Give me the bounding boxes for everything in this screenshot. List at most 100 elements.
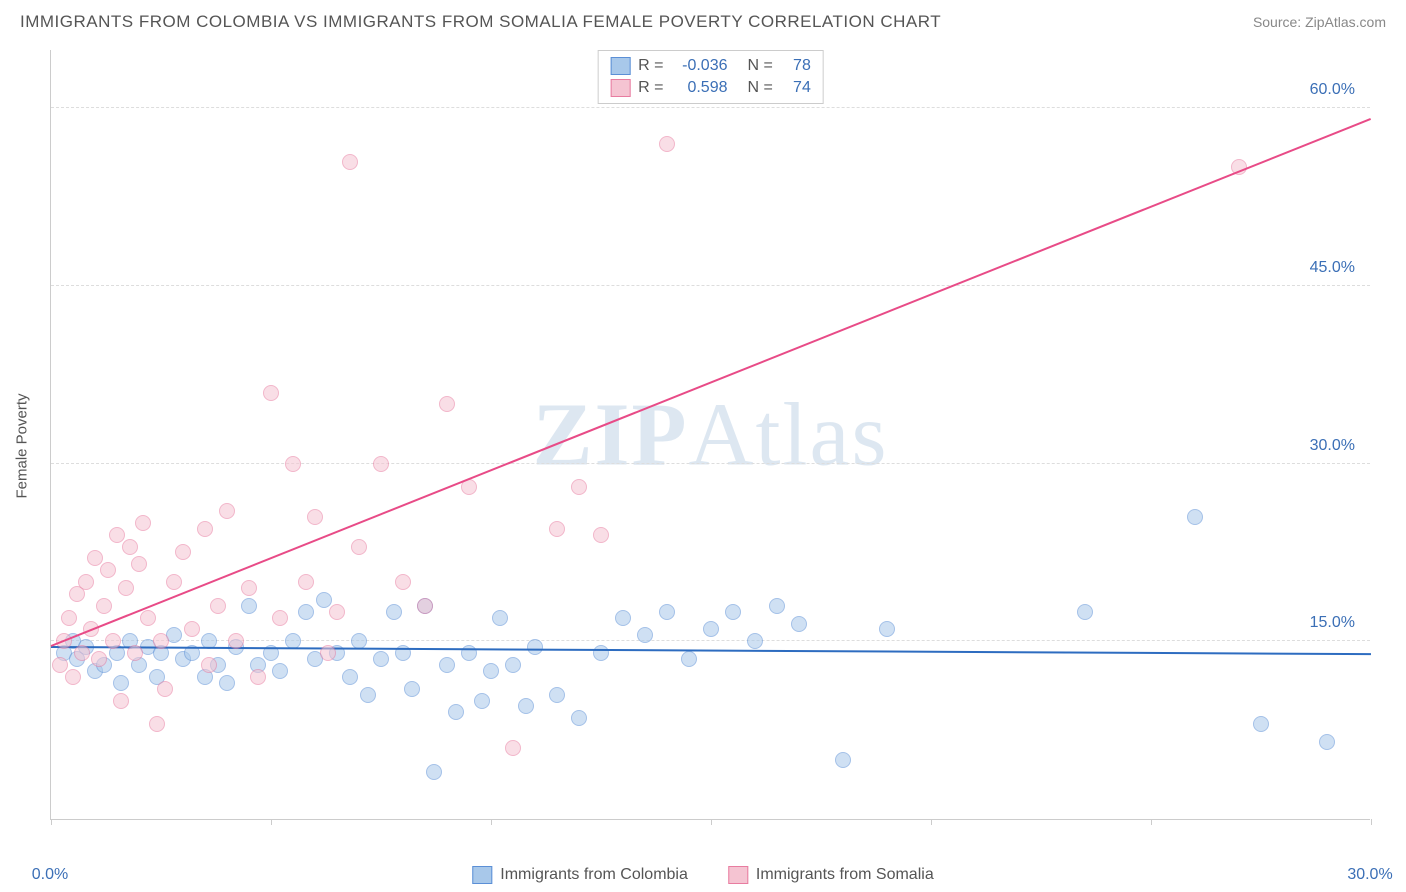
data-point bbox=[360, 687, 376, 703]
data-point bbox=[109, 527, 125, 543]
data-point bbox=[105, 633, 121, 649]
chart-plot-area: ZIPAtlas R =-0.036N =78R =0.598N =74 15.… bbox=[50, 50, 1370, 820]
data-point bbox=[1187, 509, 1203, 525]
data-point bbox=[879, 621, 895, 637]
trendline bbox=[51, 118, 1372, 647]
legend-r-label: R = bbox=[638, 57, 663, 75]
data-point bbox=[593, 645, 609, 661]
y-axis-label: Female Poverty bbox=[14, 393, 31, 498]
legend-stats-box: R =-0.036N =78R =0.598N =74 bbox=[597, 50, 824, 104]
legend-swatch bbox=[610, 79, 630, 97]
x-tick bbox=[271, 819, 272, 825]
gridline bbox=[51, 463, 1370, 464]
data-point bbox=[241, 598, 257, 614]
x-tick-label: 0.0% bbox=[32, 866, 68, 884]
data-point bbox=[373, 651, 389, 667]
data-point bbox=[404, 681, 420, 697]
y-tick-label: 30.0% bbox=[1310, 437, 1355, 455]
data-point bbox=[351, 539, 367, 555]
y-tick-label: 15.0% bbox=[1310, 614, 1355, 632]
data-point bbox=[241, 580, 257, 596]
data-point bbox=[571, 479, 587, 495]
data-point bbox=[65, 669, 81, 685]
data-point bbox=[593, 527, 609, 543]
data-point bbox=[791, 616, 807, 632]
data-point bbox=[118, 580, 134, 596]
data-point bbox=[320, 645, 336, 661]
data-point bbox=[263, 385, 279, 401]
data-point bbox=[122, 539, 138, 555]
data-point bbox=[448, 704, 464, 720]
legend-r-label: R = bbox=[638, 79, 663, 97]
data-point bbox=[113, 693, 129, 709]
data-point bbox=[250, 669, 266, 685]
data-point bbox=[426, 764, 442, 780]
data-point bbox=[417, 598, 433, 614]
data-point bbox=[1077, 604, 1093, 620]
chart-header: IMMIGRANTS FROM COLOMBIA VS IMMIGRANTS F… bbox=[0, 0, 1406, 40]
data-point bbox=[157, 681, 173, 697]
data-point bbox=[518, 698, 534, 714]
data-point bbox=[210, 598, 226, 614]
data-point bbox=[483, 663, 499, 679]
y-tick-label: 60.0% bbox=[1310, 81, 1355, 99]
data-point bbox=[316, 592, 332, 608]
legend-stat-row: R =-0.036N =78 bbox=[610, 55, 811, 77]
data-point bbox=[285, 456, 301, 472]
data-point bbox=[439, 657, 455, 673]
legend-n-value: 74 bbox=[781, 79, 811, 97]
data-point bbox=[307, 509, 323, 525]
x-tick bbox=[711, 819, 712, 825]
data-point bbox=[272, 663, 288, 679]
data-point bbox=[175, 544, 191, 560]
data-point bbox=[78, 574, 94, 590]
data-point bbox=[96, 598, 112, 614]
legend-n-label: N = bbox=[748, 79, 773, 97]
data-point bbox=[1319, 734, 1335, 750]
data-point bbox=[272, 610, 288, 626]
x-tick-label: 30.0% bbox=[1347, 866, 1392, 884]
data-point bbox=[91, 651, 107, 667]
chart-source: Source: ZipAtlas.com bbox=[1253, 14, 1386, 30]
data-point bbox=[140, 610, 156, 626]
data-point bbox=[197, 521, 213, 537]
data-point bbox=[166, 574, 182, 590]
x-tick bbox=[51, 819, 52, 825]
data-point bbox=[549, 687, 565, 703]
data-point bbox=[835, 752, 851, 768]
data-point bbox=[615, 610, 631, 626]
legend-series-label: Immigrants from Colombia bbox=[500, 866, 688, 884]
data-point bbox=[135, 515, 151, 531]
legend-series-item: Immigrants from Colombia bbox=[472, 866, 688, 884]
data-point bbox=[131, 556, 147, 572]
data-point bbox=[492, 610, 508, 626]
data-point bbox=[298, 604, 314, 620]
data-point bbox=[505, 740, 521, 756]
data-point bbox=[659, 604, 675, 620]
x-tick bbox=[1151, 819, 1152, 825]
data-point bbox=[395, 574, 411, 590]
data-point bbox=[127, 645, 143, 661]
data-point bbox=[386, 604, 402, 620]
data-point bbox=[298, 574, 314, 590]
chart-title: IMMIGRANTS FROM COLOMBIA VS IMMIGRANTS F… bbox=[20, 12, 941, 32]
data-point bbox=[87, 550, 103, 566]
data-point bbox=[329, 604, 345, 620]
data-point bbox=[571, 710, 587, 726]
data-point bbox=[703, 621, 719, 637]
data-point bbox=[201, 657, 217, 673]
legend-series: Immigrants from ColombiaImmigrants from … bbox=[472, 866, 933, 884]
legend-swatch bbox=[472, 866, 492, 884]
data-point bbox=[61, 610, 77, 626]
y-tick-label: 45.0% bbox=[1310, 259, 1355, 277]
data-point bbox=[681, 651, 697, 667]
data-point bbox=[100, 562, 116, 578]
legend-n-label: N = bbox=[748, 57, 773, 75]
data-point bbox=[219, 675, 235, 691]
x-tick bbox=[1371, 819, 1372, 825]
x-tick bbox=[491, 819, 492, 825]
data-point bbox=[149, 716, 165, 732]
gridline bbox=[51, 107, 1370, 108]
data-point bbox=[373, 456, 389, 472]
data-point bbox=[439, 396, 455, 412]
